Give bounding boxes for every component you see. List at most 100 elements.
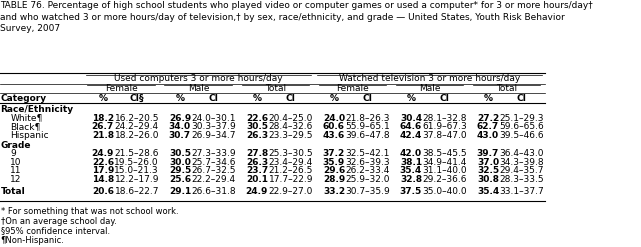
Text: %: %: [253, 94, 262, 103]
Text: 18.2–26.0: 18.2–26.0: [115, 131, 159, 140]
Text: 42.0: 42.0: [400, 149, 422, 158]
Text: 21.8–26.3: 21.8–26.3: [345, 114, 390, 123]
Text: 43.0: 43.0: [477, 131, 499, 140]
Text: 32.5: 32.5: [477, 166, 499, 175]
Text: 27.3–33.9: 27.3–33.9: [192, 149, 236, 158]
Text: 20.6: 20.6: [92, 187, 114, 196]
Text: White¶: White¶: [10, 114, 43, 123]
Text: 55.9–65.1: 55.9–65.1: [345, 122, 390, 131]
Text: 21.2–26.5: 21.2–26.5: [269, 166, 313, 175]
Text: 35.4: 35.4: [477, 187, 499, 196]
Text: 37.5: 37.5: [400, 187, 422, 196]
Text: Used computers 3 or more hours/day: Used computers 3 or more hours/day: [114, 74, 283, 83]
Text: %: %: [329, 94, 338, 103]
Text: 24.0: 24.0: [323, 114, 345, 123]
Text: Total: Total: [1, 187, 25, 196]
Text: 37.0: 37.0: [477, 158, 499, 167]
Text: 38.1: 38.1: [400, 158, 422, 167]
Text: 20.4–25.0: 20.4–25.0: [269, 114, 313, 123]
Text: 29.1: 29.1: [169, 187, 191, 196]
Text: 26.3: 26.3: [246, 158, 268, 167]
Text: 39.6–47.8: 39.6–47.8: [345, 131, 390, 140]
Text: 30.5: 30.5: [246, 122, 268, 131]
Text: 35.4: 35.4: [400, 166, 422, 175]
Text: 22.9–27.0: 22.9–27.0: [269, 187, 313, 196]
Text: Race/Ethnicity: Race/Ethnicity: [1, 105, 74, 114]
Text: 26.6–31.8: 26.6–31.8: [192, 187, 236, 196]
Text: 33.2: 33.2: [323, 187, 345, 196]
Text: 24.2–29.4: 24.2–29.4: [115, 122, 159, 131]
Text: Female: Female: [105, 84, 138, 93]
Text: 20.1: 20.1: [246, 175, 268, 184]
Text: 26.9–34.7: 26.9–34.7: [192, 131, 236, 140]
Text: 16.2–20.5: 16.2–20.5: [115, 114, 159, 123]
Text: Total: Total: [496, 84, 517, 93]
Text: 30.3–37.9: 30.3–37.9: [192, 122, 236, 131]
Text: 11: 11: [10, 166, 22, 175]
Text: 30.7–35.9: 30.7–35.9: [345, 187, 390, 196]
Text: 32.8: 32.8: [400, 175, 422, 184]
Text: 29.6: 29.6: [323, 166, 345, 175]
Text: 17.7–22.9: 17.7–22.9: [269, 175, 313, 184]
Text: 14.8: 14.8: [92, 175, 114, 184]
Text: 22.6: 22.6: [92, 158, 114, 167]
Text: 35.9: 35.9: [323, 158, 345, 167]
Text: 10: 10: [10, 158, 22, 167]
Text: 43.6: 43.6: [323, 131, 345, 140]
Text: %: %: [176, 94, 185, 103]
Text: CI: CI: [286, 94, 296, 103]
Text: 30.7: 30.7: [169, 131, 191, 140]
Text: 30.0: 30.0: [169, 158, 191, 167]
Text: 24.0–30.1: 24.0–30.1: [192, 114, 236, 123]
Text: 62.7: 62.7: [477, 122, 499, 131]
Text: 18.6–22.7: 18.6–22.7: [115, 187, 159, 196]
Text: 28.1–32.8: 28.1–32.8: [422, 114, 467, 123]
Text: CI: CI: [440, 94, 450, 103]
Text: 18.2: 18.2: [92, 114, 114, 123]
Text: 22.2–29.4: 22.2–29.4: [192, 175, 236, 184]
Text: 38.5–45.5: 38.5–45.5: [422, 149, 467, 158]
Text: 15.0–21.3: 15.0–21.3: [115, 166, 159, 175]
Text: 39.7: 39.7: [477, 149, 499, 158]
Text: 34.9–41.4: 34.9–41.4: [422, 158, 467, 167]
Text: %: %: [406, 94, 415, 103]
Text: 34.3–39.8: 34.3–39.8: [499, 158, 544, 167]
Text: 29.5: 29.5: [169, 166, 191, 175]
Text: 28.4–32.6: 28.4–32.6: [269, 122, 313, 131]
Text: Watched television 3 or more hours/day: Watched television 3 or more hours/day: [339, 74, 520, 83]
Text: 36.4–43.0: 36.4–43.0: [500, 149, 544, 158]
Text: 39.5–46.6: 39.5–46.6: [499, 131, 544, 140]
Text: CI: CI: [363, 94, 373, 103]
Text: CI: CI: [517, 94, 527, 103]
Text: TABLE 76. Percentage of high school students who played video or computer games : TABLE 76. Percentage of high school stud…: [0, 1, 593, 33]
Text: 9: 9: [10, 149, 16, 158]
Text: 59.6–65.6: 59.6–65.6: [499, 122, 544, 131]
Text: 28.3–33.5: 28.3–33.5: [499, 175, 544, 184]
Text: Female: Female: [336, 84, 369, 93]
Text: 17.9: 17.9: [92, 166, 114, 175]
Text: 19.5–26.0: 19.5–26.0: [115, 158, 159, 167]
Text: 26.9: 26.9: [169, 114, 191, 123]
Text: 61.9–67.3: 61.9–67.3: [422, 122, 467, 131]
Text: 23.7: 23.7: [246, 166, 268, 175]
Text: Total: Total: [265, 84, 286, 93]
Text: 25.9–32.0: 25.9–32.0: [345, 175, 390, 184]
Text: 37.2: 37.2: [323, 149, 345, 158]
Text: 26.3: 26.3: [246, 131, 268, 140]
Text: 42.4: 42.4: [400, 131, 422, 140]
Text: 12: 12: [10, 175, 22, 184]
Text: §95% confidence interval.: §95% confidence interval.: [1, 226, 110, 235]
Text: Grade: Grade: [1, 141, 31, 150]
Text: 30.8: 30.8: [477, 175, 499, 184]
Text: 27.8: 27.8: [246, 149, 268, 158]
Text: 22.6: 22.6: [246, 114, 268, 123]
Text: 23.3–29.5: 23.3–29.5: [269, 131, 313, 140]
Text: CI§: CI§: [129, 94, 144, 103]
Text: 32.6–39.3: 32.6–39.3: [345, 158, 390, 167]
Text: * For something that was not school work.: * For something that was not school work…: [1, 207, 178, 216]
Text: CI: CI: [209, 94, 219, 103]
Text: 23.4–29.4: 23.4–29.4: [269, 158, 313, 167]
Text: 21.8: 21.8: [92, 131, 114, 140]
Text: 33.1–37.7: 33.1–37.7: [499, 187, 544, 196]
Text: %: %: [98, 94, 108, 103]
